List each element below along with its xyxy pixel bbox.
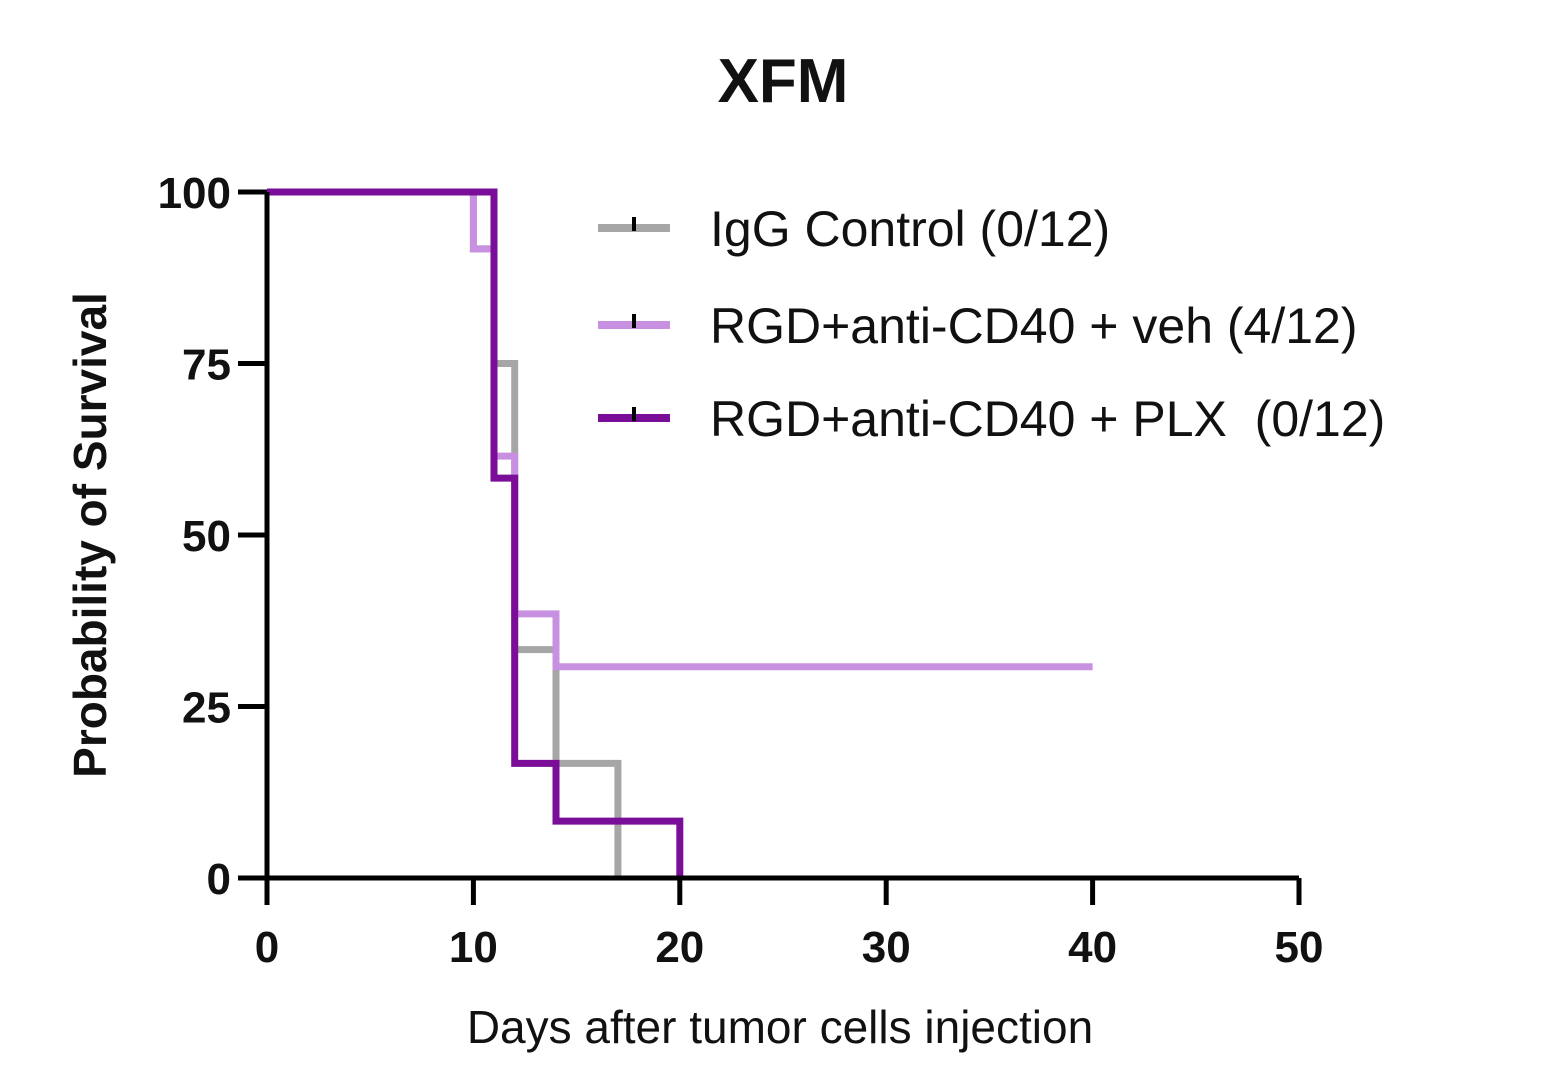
y-tick-label: 0 [207, 855, 231, 904]
x-tick-label: 50 [1275, 923, 1324, 972]
y-ticks: 0 25 50 75 100 [158, 169, 267, 904]
y-tick-label: 75 [182, 341, 231, 390]
x-tick-label: 20 [655, 923, 704, 972]
series-line-2 [267, 188, 1093, 671]
legend: IgG Control (0/12) RGD+anti-CD40 + veh (4… [598, 201, 1385, 447]
series-layer [267, 188, 1093, 878]
x-ticks: 0 10 20 30 40 50 [255, 878, 1324, 972]
series-line-3 [267, 188, 684, 878]
chart-title: XFM [718, 47, 849, 116]
y-axis-label: Probability of Survival [64, 292, 116, 778]
legend-label: RGD+anti-CD40 + veh (4/12) [710, 298, 1358, 354]
x-tick-label: 0 [255, 923, 279, 972]
legend-label: RGD+anti-CD40 + PLX (0/12) [710, 391, 1385, 447]
x-tick-label: 10 [449, 923, 498, 972]
series-line-1 [267, 188, 622, 878]
y-tick-label: 50 [182, 512, 231, 561]
x-tick-label: 40 [1068, 923, 1117, 972]
legend-label: IgG Control (0/12) [710, 201, 1110, 257]
y-tick-label: 100 [158, 169, 231, 218]
y-tick-label: 25 [182, 684, 231, 733]
x-tick-label: 30 [862, 923, 911, 972]
x-axis-label: Days after tumor cells injection [467, 1001, 1093, 1053]
